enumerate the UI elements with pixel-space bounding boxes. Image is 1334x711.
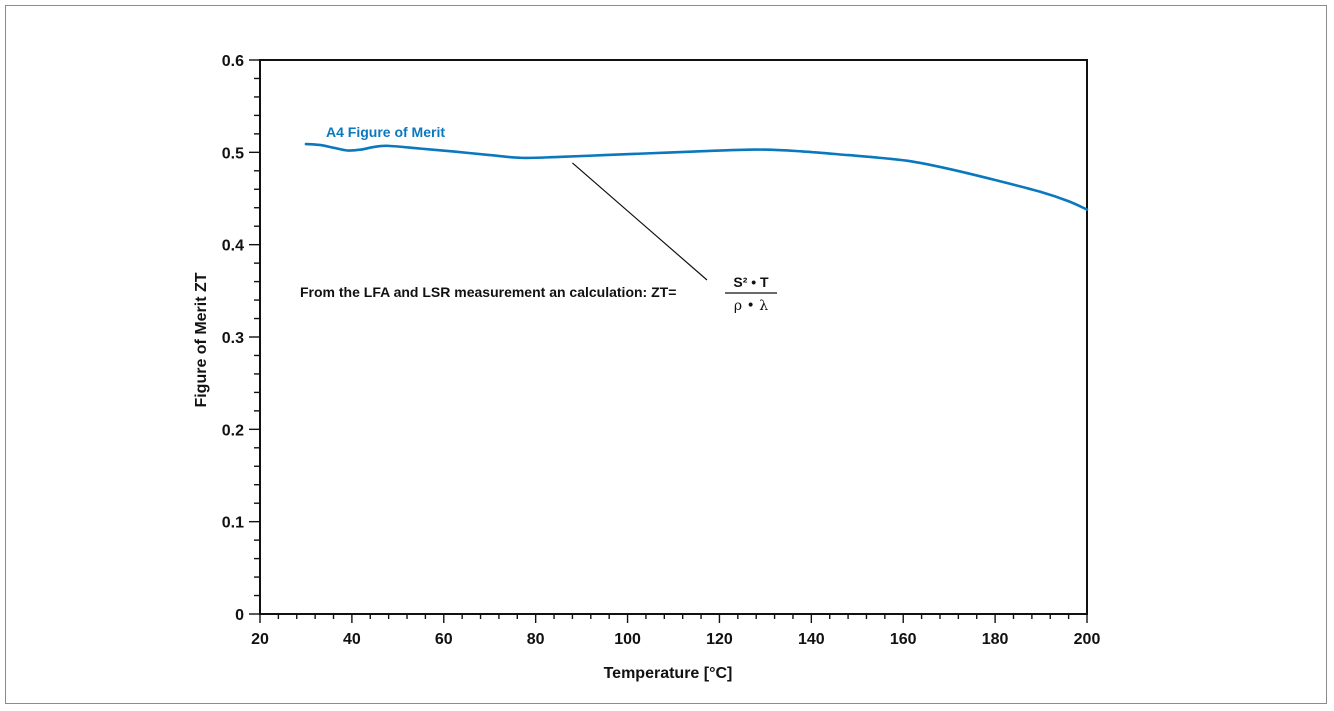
series-line	[304, 142, 1089, 211]
annotation-numerator: S² • T	[733, 274, 769, 290]
y-tick-label: 0.5	[222, 145, 244, 162]
series-layer	[304, 142, 1089, 211]
plot-area-border	[259, 59, 1088, 615]
x-tick-label: 60	[435, 631, 453, 648]
y-tick-label: 0.3	[222, 330, 244, 347]
x-tick-label: 20	[251, 631, 269, 648]
ticks: 20 40 60 80 100 120 140 160 180 200 0 0.1 0.2 0.3 0.4 0…	[222, 53, 1101, 648]
x-tick-label: 160	[890, 631, 917, 648]
y-tick-label: 0	[235, 607, 244, 624]
annotation-text: From the LFA and LSR measurement an calc…	[300, 284, 676, 300]
y-tick-label: 0.6	[222, 53, 244, 70]
x-axis-label: Temperature [°C]	[604, 665, 733, 682]
x-tick-label: 40	[343, 631, 361, 648]
chart-frame	[5, 5, 1327, 704]
x-tick-label: 180	[982, 631, 1009, 648]
x-tick-label: 200	[1074, 631, 1101, 648]
y-axis-label: Figure of Merit ZT	[193, 272, 210, 407]
series-label: A4 Figure of Merit	[326, 124, 445, 140]
y-tick-label: 0.4	[222, 238, 244, 255]
axes	[259, 59, 1088, 615]
y-tick-label: 0.2	[222, 422, 244, 439]
x-tick-label: 100	[614, 631, 641, 648]
y-tick-label: 0.1	[222, 515, 244, 532]
x-tick-label: 120	[706, 631, 733, 648]
annotation-denominator: ρ • λ	[734, 298, 768, 314]
x-tick-label: 80	[527, 631, 545, 648]
annotation-leader-line	[572, 162, 708, 281]
x-tick-label: 140	[798, 631, 825, 648]
